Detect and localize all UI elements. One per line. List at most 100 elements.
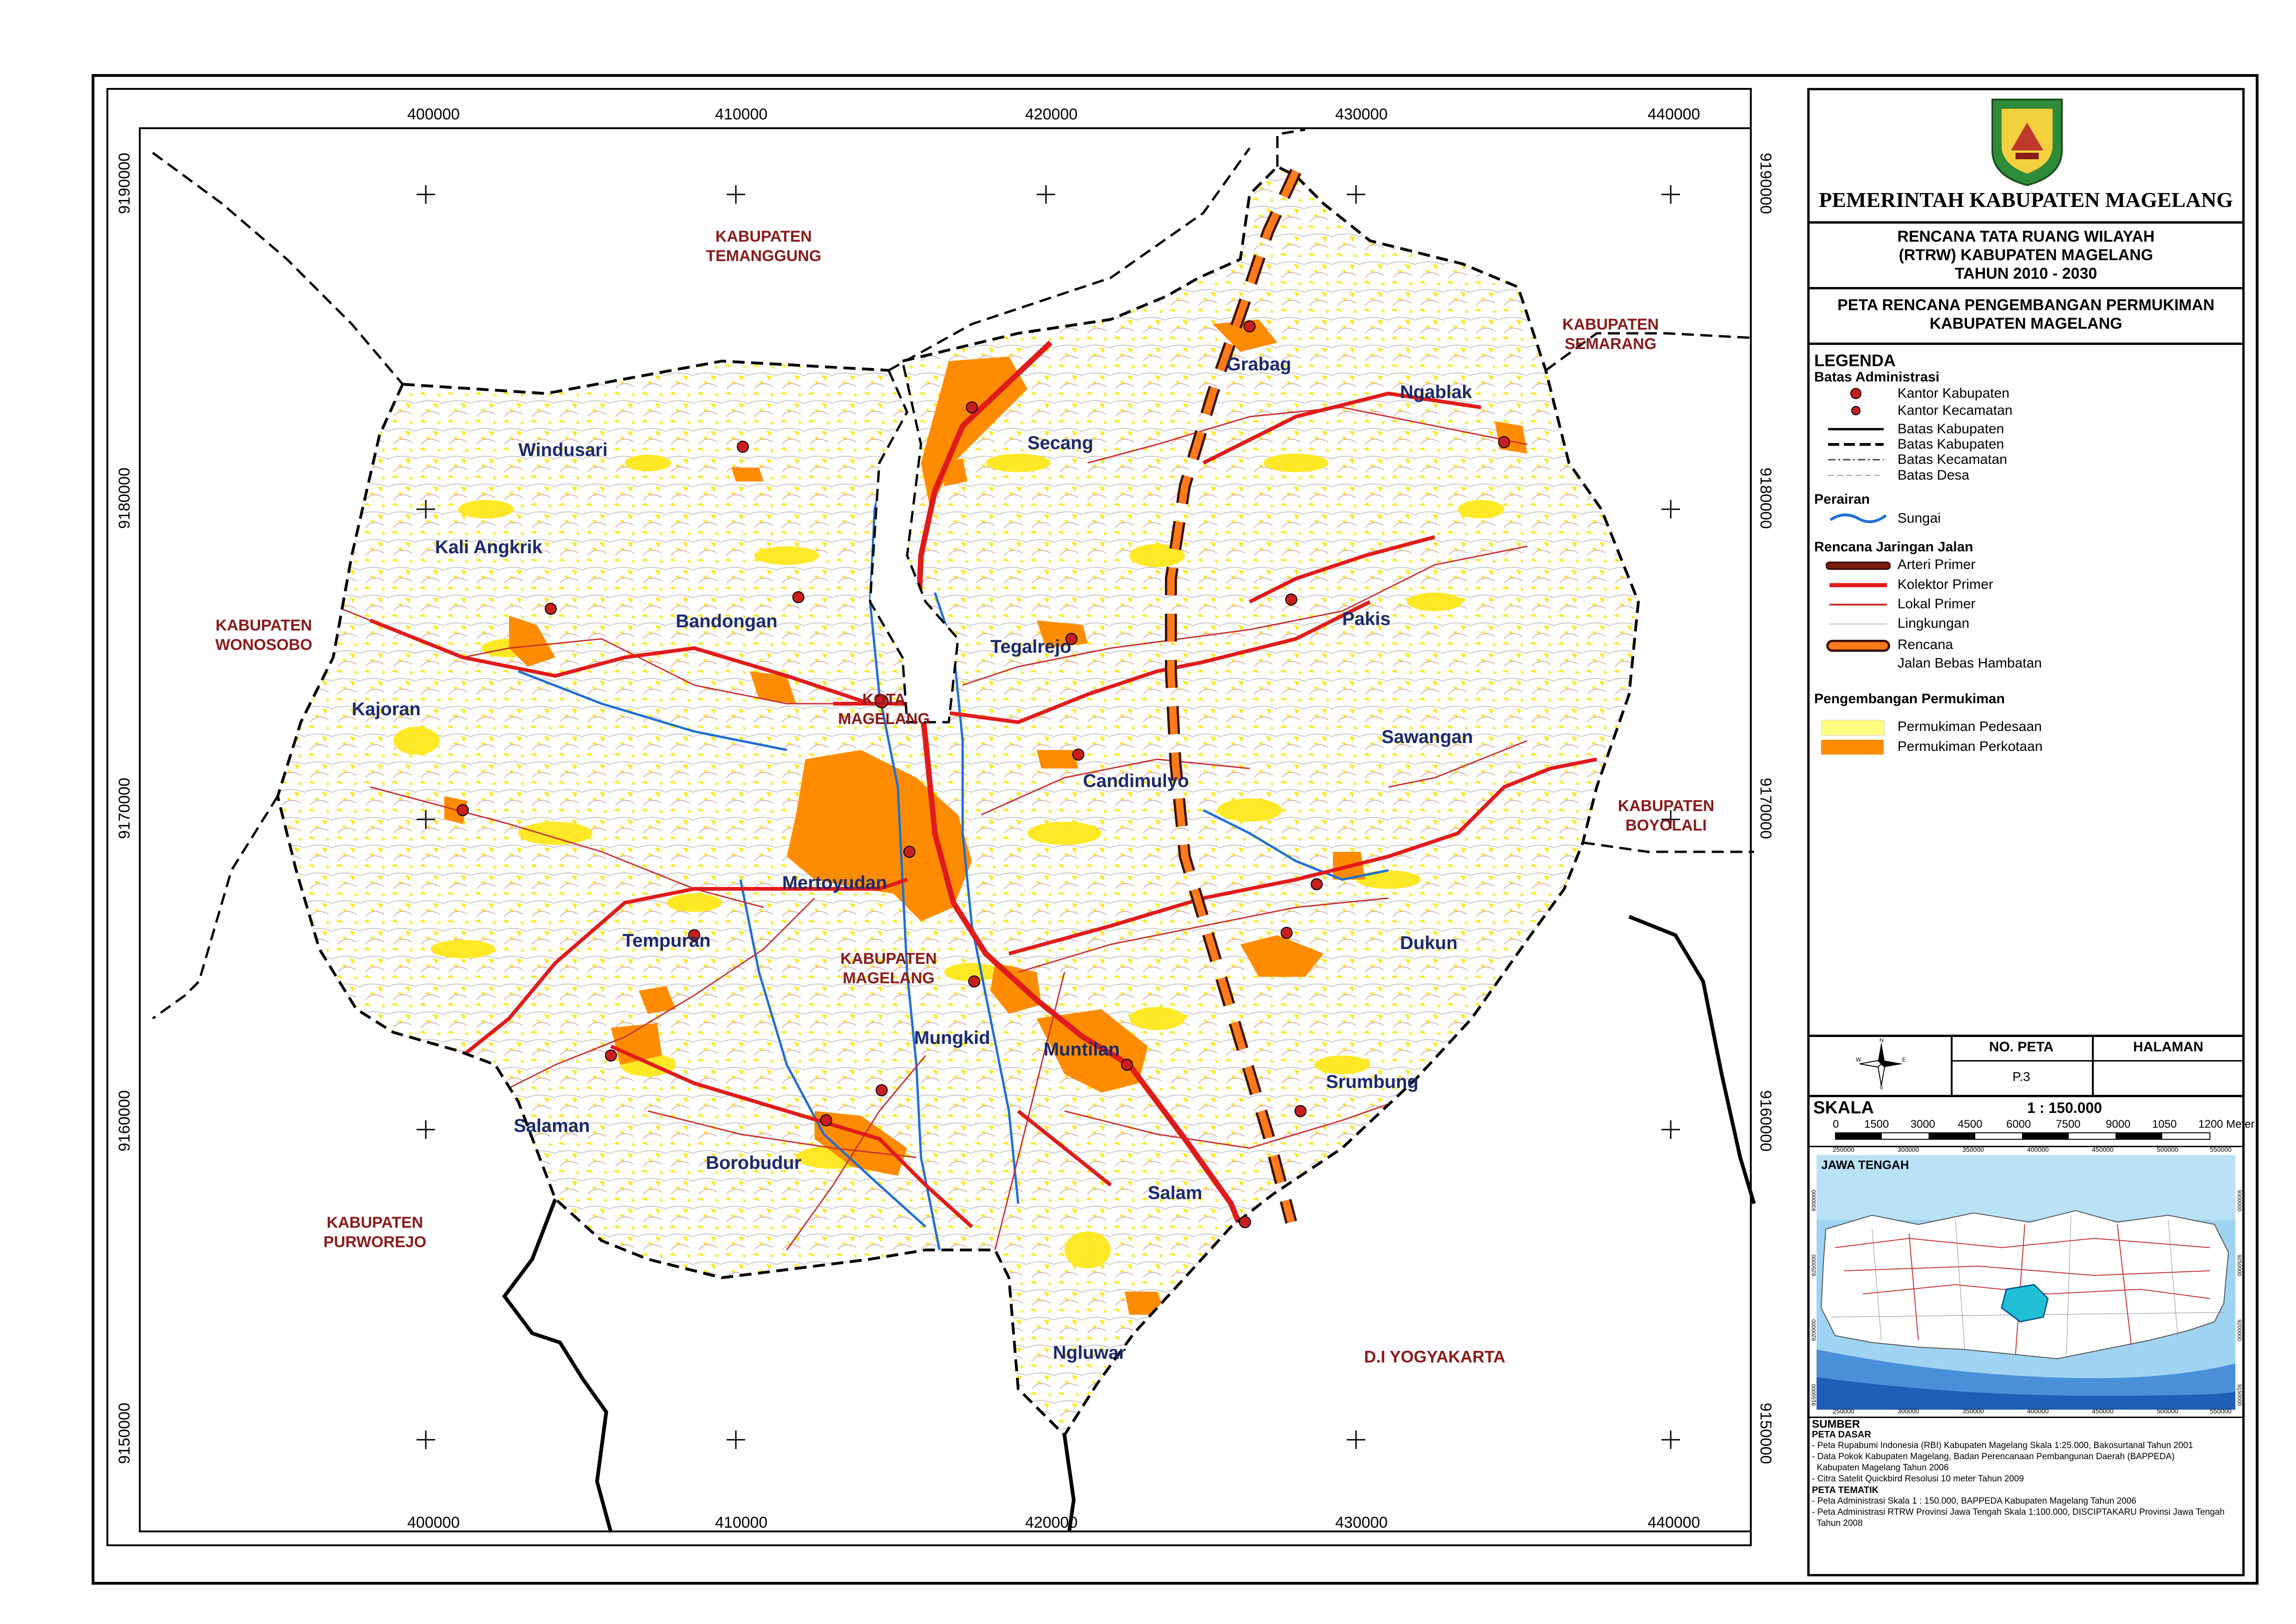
region-label-purworejo: KABUPATEN PURWOREJO bbox=[323, 1214, 427, 1251]
x-coord-top: 410000 bbox=[715, 106, 768, 123]
info-panel-frame bbox=[1807, 88, 2245, 1576]
legend-rural-swatch bbox=[1821, 720, 1885, 736]
source-line: - Citra Satelit Quickbird Resolusi 10 me… bbox=[1812, 1474, 2024, 1484]
inset-x-ticks-top: 250000 300000 350000 400000 450000 50000… bbox=[1833, 1146, 2232, 1153]
inset-x-ticks-bottom: 250000 300000 350000 400000 450000 50000… bbox=[1833, 1407, 2232, 1415]
divider bbox=[1807, 287, 2245, 289]
compass-e: E bbox=[1902, 1056, 1906, 1063]
inset-magelang-highlight bbox=[2001, 1284, 2049, 1323]
source-line: Tahun 2008 bbox=[1812, 1518, 1863, 1528]
magelang-logo bbox=[1991, 99, 2063, 187]
office-markers bbox=[457, 320, 1510, 1228]
legend-item: Jalan Bebas Hambatan bbox=[1898, 656, 2042, 671]
legend-item: Permukiman Perkotaan bbox=[1898, 739, 2043, 754]
sheet-page-label: HALAMAN bbox=[2133, 1039, 2203, 1055]
region-label-temanggung: KABUPATEN TEMANGGUNG bbox=[706, 228, 821, 265]
divider bbox=[1807, 1095, 2245, 1097]
region-label-boyolali: KABUPATEN BOYOLALI bbox=[1618, 797, 1715, 834]
sources-theme-head: PETA TEMATIK bbox=[1812, 1485, 1879, 1495]
legend-item: Kolektor Primer bbox=[1898, 577, 1993, 592]
legend-urban-swatch bbox=[1821, 740, 1884, 755]
legend-water-head: Perairan bbox=[1814, 492, 1870, 507]
map-title-line2: KABUPATEN MAGELANG bbox=[1929, 315, 2122, 332]
kabupaten-area bbox=[278, 167, 1638, 1435]
divider bbox=[1951, 1060, 2245, 1062]
district-label: Muntilan bbox=[1044, 1039, 1120, 1060]
x-coord-top: 430000 bbox=[1335, 106, 1388, 123]
kota-boundary bbox=[869, 361, 959, 724]
legend-item: Permukiman Pedesaan bbox=[1898, 719, 2042, 734]
divider bbox=[2092, 1035, 2094, 1095]
kabupaten-boundary bbox=[276, 383, 1584, 1437]
x-coord-top: 400000 bbox=[407, 106, 460, 123]
y-coord-right: 9170000 bbox=[1757, 778, 1774, 839]
district-label: Ngluwar bbox=[1053, 1343, 1126, 1363]
district-label: Ngablak bbox=[1400, 382, 1472, 402]
sheet-no-value: P.3 bbox=[2012, 1069, 2030, 1084]
y-coord-right: 9160000 bbox=[1757, 1090, 1774, 1152]
compass-w: W bbox=[1856, 1056, 1861, 1063]
legend-item: Rencana bbox=[1898, 637, 1954, 652]
y-coord-right: 9190000 bbox=[1757, 153, 1774, 214]
district-label: Borobudur bbox=[706, 1153, 802, 1173]
compass-s: S bbox=[1879, 1084, 1883, 1089]
district-label: Tegalrejo bbox=[990, 637, 1071, 657]
region-label-semarang: KABUPATEN SEMARANG bbox=[1562, 316, 1659, 353]
x-coord-bottom: 400000 bbox=[407, 1514, 460, 1531]
government-title: PEMERINTAH KABUPATEN MAGELANG bbox=[1819, 188, 2233, 212]
region-label-yogyakarta: D.I YOGYAKARTA bbox=[1364, 1347, 1506, 1366]
legend-river-symbol bbox=[1829, 513, 1887, 524]
district-label: Grabag bbox=[1226, 354, 1292, 375]
grid-crosses bbox=[417, 185, 1680, 1449]
source-line: - Peta Administrasi RTRW Provinsi Jawa T… bbox=[1812, 1507, 2225, 1517]
scale-ratio: 1 : 150.000 bbox=[2027, 1099, 2102, 1116]
inset-map: JAWA TENGAH bbox=[1817, 1155, 2235, 1410]
legend-admin-head: Batas Administrasi bbox=[1814, 369, 1940, 385]
legend-settle-head: Pengembangan Permukiman bbox=[1814, 691, 2005, 706]
district-label: Pakis bbox=[1342, 609, 1391, 629]
x-coord-bottom: 440000 bbox=[1648, 1514, 1700, 1531]
legend-title: LEGENDA bbox=[1814, 351, 1896, 370]
district-label: Kali Angkrik bbox=[435, 537, 542, 557]
plan-title-line2: (RTRW) KABUPATEN MAGELANG bbox=[1898, 246, 2153, 264]
outer-region-boundaries bbox=[152, 128, 1755, 1020]
arterial-road bbox=[913, 340, 1252, 1296]
district-label: Sawangan bbox=[1381, 727, 1473, 747]
legend-item: Kantor Kabupaten bbox=[1898, 386, 2010, 401]
urban-settlement-patches bbox=[444, 319, 1527, 1315]
divider bbox=[1807, 1417, 2245, 1418]
compass-rose: N S E W bbox=[1856, 1038, 1906, 1089]
legend-item: Lokal Primer bbox=[1898, 596, 1976, 612]
divider bbox=[1807, 1035, 2245, 1037]
region-label-kabupaten-magelang: KABUPATEN MAGELANG bbox=[840, 950, 937, 987]
legend-road-head: Rencana Jaringan Jalan bbox=[1814, 539, 1973, 555]
map-frame bbox=[139, 127, 1752, 1532]
district-label: Mertoyudan bbox=[782, 873, 887, 893]
legend-item: Batas Kabupaten bbox=[1898, 421, 2004, 437]
local-roads bbox=[324, 406, 1528, 1250]
district-label: Windusari bbox=[518, 440, 608, 460]
scale-bar bbox=[1835, 1132, 2210, 1140]
divider bbox=[1807, 1146, 2245, 1147]
sources-base-head: PETA DASAR bbox=[1812, 1430, 1871, 1440]
legend-item: Batas Kecamatan bbox=[1898, 452, 2007, 467]
province-boundary bbox=[502, 915, 1756, 1533]
legend-item: Arteri Primer bbox=[1898, 557, 1976, 572]
rivers bbox=[518, 453, 1389, 1250]
scale-ticks: 0 1500 3000 4500 6000 7500 9000 1050 120… bbox=[1833, 1118, 2255, 1131]
legend-road-symbols bbox=[1826, 562, 1891, 652]
district-label: Secang bbox=[1027, 433, 1094, 453]
legend-item: Lingkungan bbox=[1898, 616, 1970, 631]
region-label-kota-magelang: KOTA MAGELANG bbox=[838, 691, 930, 728]
legend-item: Kantor Kecamatan bbox=[1898, 403, 2013, 418]
sources-head: SUMBER bbox=[1812, 1418, 1860, 1430]
district-label: Bandongan bbox=[676, 611, 778, 631]
district-label: Mungkid bbox=[914, 1028, 990, 1048]
map-internal-features bbox=[324, 319, 1597, 1315]
source-line: - Data Pokok Kabupaten Magelang, Badan P… bbox=[1812, 1452, 2175, 1462]
y-coord-right: 9180000 bbox=[1757, 468, 1774, 529]
source-line: - Peta Rupabumi Indonesia (RBI) Kabupate… bbox=[1812, 1441, 2193, 1450]
x-coord-top: 420000 bbox=[1025, 106, 1078, 123]
legend-item: Batas Kabupaten bbox=[1898, 437, 2004, 452]
inset-y-ticks-right: 9150000 9200000 9250000 9300000 bbox=[2236, 1190, 2243, 1406]
